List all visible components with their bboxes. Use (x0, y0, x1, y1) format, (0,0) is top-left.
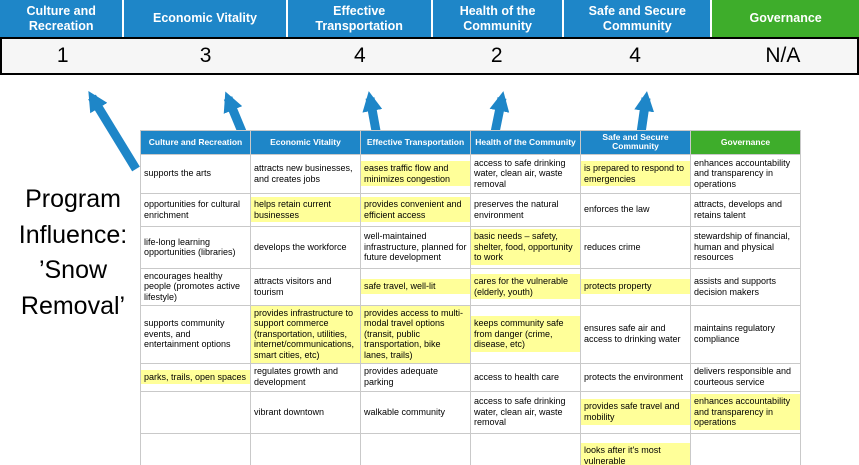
matrix-cell: preserves the natural environment (470, 192, 581, 227)
matrix-cell: develops the workforce (250, 225, 361, 269)
matrix-cell: supports community events, and entertain… (140, 304, 251, 364)
matrix-cell: access to health care (470, 362, 581, 392)
matrix-cell-highlighted: protects property (580, 267, 691, 306)
matrix-cell: walkable community (360, 390, 471, 434)
matrix-cell: enforces the law (580, 192, 691, 227)
matrix-cell-highlighted: safe travel, well-lit (360, 267, 471, 306)
score-economic-vitality: 3 (199, 44, 212, 67)
matrix-cell-highlighted: provides infrastructure to support comme… (250, 304, 361, 364)
matrix-cell-highlighted: keeps community safe from danger (crime,… (470, 304, 581, 364)
pillar-header-row: Culture and Recreation Economic Vitality E… (0, 0, 859, 37)
matrix-cell-highlighted: enhances accountability and transparency… (690, 390, 801, 434)
pillar-header-culture-and-recreation: Culture and Recreation (0, 0, 125, 37)
matrix-cell: access to safe drinking water, clean air… (470, 390, 581, 434)
matrix-cell: ensures safe air and access to drinking … (580, 304, 691, 364)
matrix-cell-highlighted: cares for the vulnerable (elderly, youth… (470, 267, 581, 306)
pillar-header-safe-and-secure-community: Safe and Secure Community (564, 0, 713, 37)
matrix-header-row: Culture and Recreation Economic Vitality E… (140, 130, 801, 155)
matrix-cell (250, 432, 361, 465)
matrix-header-safe-and-secure-community: Safe and Secure Community (580, 130, 691, 155)
matrix-cell: stewardship of financial, human and phys… (690, 225, 801, 269)
matrix-cell: protects the environment (580, 362, 691, 392)
matrix-cell: well-maintained infrastructure, planned … (360, 225, 471, 269)
matrix-row-5: supports community events, and entertain… (140, 304, 801, 364)
matrix-header-culture-and-recreation: Culture and Recreation (140, 130, 251, 155)
matrix-row-8: looks after it's most vulnerable (140, 432, 801, 465)
matrix-cell: vibrant downtown (250, 390, 361, 434)
matrix-cell: attracts, develops and retains talent (690, 192, 801, 227)
program-influence-label: Program Influence: ’Snow Removal’ (18, 185, 128, 320)
pillar-header-health-of-the-community: Health of the Community (432, 0, 565, 37)
matrix-cell (360, 432, 471, 465)
matrix-row-7: vibrant downtown walkable community access… (140, 390, 801, 434)
matrix-row-1: supports the arts attracts new businesses… (140, 153, 801, 194)
matrix-cell-highlighted: helps retain current businesses (250, 192, 361, 227)
pillar-header-economic-vitality: Economic Vitality (124, 0, 288, 37)
matrix-cell: encourages healthy people (promotes acti… (140, 267, 251, 306)
score-culture-and-recreation: 1 (56, 44, 69, 67)
matrix-cell: regulates growth and development (250, 362, 361, 392)
matrix-cell-highlighted: is prepared to respond to emergencies (580, 153, 691, 194)
score-safe-and-secure-community: 4 (629, 44, 641, 67)
matrix-cell-highlighted: provides safe travel and mobility (580, 390, 691, 434)
matrix-cell-highlighted: basic needs – safety, shelter, food, opp… (470, 225, 581, 269)
matrix-header-economic-vitality: Economic Vitality (250, 130, 361, 155)
matrix-cell: reduces crime (580, 225, 691, 269)
matrix-header-governance: Governance (690, 130, 801, 155)
influence-matrix-table: Culture and Recreation Economic Vitality E… (140, 130, 801, 465)
matrix-cell-highlighted: provides convenient and efficient access (360, 192, 471, 227)
matrix-cell: supports the arts (140, 153, 251, 194)
matrix-cell (140, 390, 251, 434)
matrix-cell: access to safe drinking water, clean air… (470, 153, 581, 194)
matrix-cell: opportunities for cultural enrichment (140, 192, 251, 227)
matrix-cell (140, 432, 251, 465)
matrix-cell: provides adequate parking (360, 362, 471, 392)
influence-matrix: Culture and Recreation Economic Vitality E… (140, 130, 801, 465)
matrix-body: supports the arts attracts new businesses… (140, 153, 801, 465)
matrix-cell: maintains regulatory compliance (690, 304, 801, 364)
score-effective-transportation: 4 (353, 44, 366, 67)
matrix-row-4: encourages healthy people (promotes acti… (140, 267, 801, 306)
matrix-row-2: opportunities for cultural enrichment hel… (140, 192, 801, 227)
matrix-cell: attracts visitors and tourism (250, 267, 361, 306)
score-row: 1 3 4 2 4 N/A (0, 37, 859, 75)
matrix-cell: life-long learning opportunities (librar… (140, 225, 251, 269)
matrix-cell (690, 432, 801, 465)
matrix-cell: attracts new businesses, and creates job… (250, 153, 361, 194)
matrix-header-effective-transportation: Effective Transportation (360, 130, 471, 155)
score-health-of-the-community: 2 (490, 44, 503, 67)
matrix-cell-highlighted: parks, trails, open spaces (140, 362, 251, 392)
matrix-cell-highlighted: eases traffic flow and minimizes congest… (360, 153, 471, 194)
matrix-cell: delivers responsible and courteous servi… (690, 362, 801, 392)
matrix-row-6: parks, trails, open spaces regulates grow… (140, 362, 801, 392)
matrix-cell (470, 432, 581, 465)
score-governance: N/A (765, 44, 801, 67)
matrix-cell-highlighted: looks after it's most vulnerable (580, 432, 691, 465)
pillar-header-effective-transportation: Effective Transportation (287, 0, 433, 37)
matrix-header-health-of-the-community: Health of the Community (470, 130, 581, 155)
pillar-header-governance: Governance (712, 0, 859, 37)
matrix-cell: enhances accountability and transparency… (690, 153, 801, 194)
matrix-row-3: life-long learning opportunities (librar… (140, 225, 801, 269)
score-arrow-1-icon (88, 91, 140, 172)
matrix-cell-highlighted: provides access to multi-modal travel op… (360, 304, 471, 364)
matrix-cell: assists and supports decision makers (690, 267, 801, 306)
